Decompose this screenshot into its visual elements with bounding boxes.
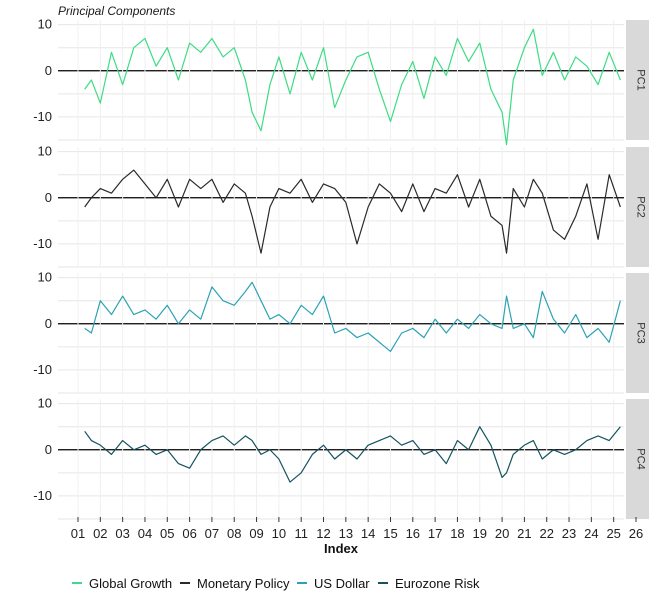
y-tick-label: 10: [38, 144, 52, 159]
x-tick-label: 03: [115, 526, 129, 541]
panel-strip-label: PC1: [635, 69, 647, 90]
x-tick-label: 24: [584, 526, 598, 541]
x-tick-label: 10: [272, 526, 286, 541]
x-tick-label: 07: [205, 526, 219, 541]
panel-pc3: 10 0 -10 PC3: [33, 270, 649, 394]
panel-strip-label: PC4: [635, 448, 647, 469]
series-line-pc2: [84, 169, 621, 254]
panel-pc4: 10 0 -10 PC4: [33, 396, 649, 520]
x-tick-label: 06: [182, 526, 196, 541]
x-tick-label: 20: [495, 526, 509, 541]
x-tick-label: 02: [93, 526, 107, 541]
x-tick-label: 25: [606, 526, 620, 541]
y-tick-label: 0: [45, 190, 52, 205]
y-tick-label: 0: [45, 316, 52, 331]
series-line-pc3: [84, 281, 621, 353]
x-axis-title: Index: [324, 541, 359, 556]
x-tick-label: 19: [473, 526, 487, 541]
legend-label: US Dollar: [314, 576, 370, 591]
x-axis: 01 02 03 04 05 06 07 08 09 10 11 12 13 14 15 16 17 18 19 20…: [71, 517, 643, 541]
x-tick-label: 23: [562, 526, 576, 541]
y-tick-label: 0: [45, 442, 52, 457]
legend-label: Global Growth: [89, 576, 172, 591]
y-tick-label: -10: [33, 362, 52, 377]
x-tick-label: 13: [339, 526, 353, 541]
panel-strip-label: PC2: [635, 196, 647, 217]
x-tick-label: 15: [383, 526, 397, 541]
x-tick-label: 05: [160, 526, 174, 541]
y-tick-label: 10: [38, 396, 52, 411]
panels-group: 10 0 -10 PC1 10 0 -10 PC2 10 0 -10 PC3 10 0 -10 PC4: [33, 17, 649, 520]
legend: Global Growth Monetary Policy US Dollar Eur…: [72, 576, 480, 591]
x-tick-label: 18: [450, 526, 464, 541]
x-tick-label: 08: [227, 526, 241, 541]
panel-strip: [626, 147, 649, 267]
y-tick-label: 10: [38, 17, 52, 32]
panel-strip: [626, 273, 649, 393]
panel-strip: [626, 20, 649, 140]
x-tick-label: 26: [629, 526, 643, 541]
y-tick-label: -10: [33, 488, 52, 503]
legend-label: Monetary Policy: [197, 576, 290, 591]
y-tick-label: -10: [33, 236, 52, 251]
x-tick-label: 21: [517, 526, 531, 541]
x-tick-label: 22: [539, 526, 553, 541]
legend-label: Eurozone Risk: [395, 576, 480, 591]
x-tick-label: 17: [428, 526, 442, 541]
x-tick-label: 01: [71, 526, 85, 541]
chart-title: Principal Components: [58, 4, 175, 18]
x-tick-label: 12: [316, 526, 330, 541]
series-line-pc4: [84, 426, 621, 483]
y-tick-label: 0: [45, 63, 52, 78]
panel-strip: [626, 399, 649, 519]
panel-pc2: 10 0 -10 PC2: [33, 144, 649, 268]
x-tick-label: 14: [361, 526, 375, 541]
x-tick-label: 11: [294, 526, 308, 541]
panel-pc1: 10 0 -10 PC1: [33, 17, 649, 146]
panel-strip-label: PC3: [635, 322, 647, 343]
series-line-pc1: [84, 28, 621, 146]
y-tick-label: -10: [33, 109, 52, 124]
x-tick-label: 16: [406, 526, 420, 541]
x-tick-label: 09: [249, 526, 263, 541]
y-tick-label: 10: [38, 270, 52, 285]
x-tick-label: 04: [138, 526, 152, 541]
